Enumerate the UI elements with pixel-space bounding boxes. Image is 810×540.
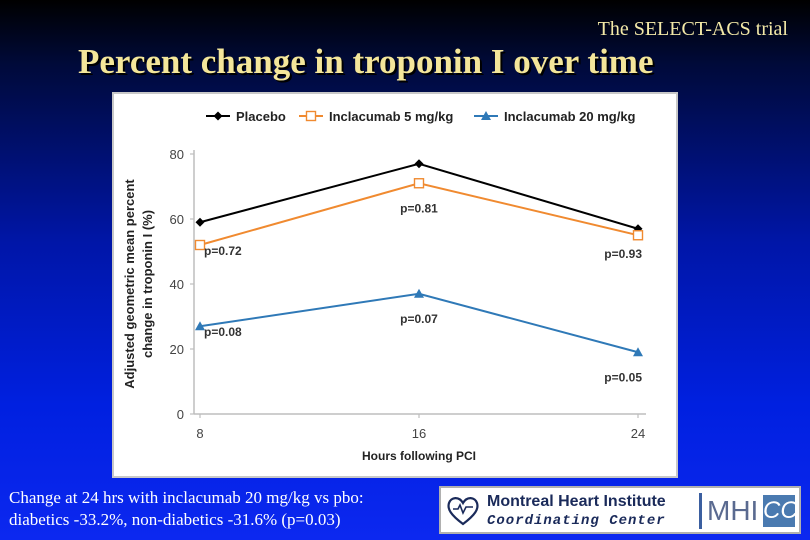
- logo-title: Montreal Heart Institute: [487, 493, 666, 510]
- p-value-label: p=0.72: [204, 244, 242, 258]
- series-1-point: [194, 239, 206, 251]
- legend-entry: Placebo: [236, 109, 286, 124]
- logo-cc-text: CC: [763, 495, 798, 527]
- trial-label: The SELECT-ACS trial: [597, 18, 788, 40]
- series-2-point: [414, 288, 424, 298]
- x-tick-label: 8: [196, 426, 203, 441]
- x-tick-label: 24: [631, 426, 645, 441]
- series-1-point: [413, 178, 425, 189]
- x-axis-label: Hours following PCI: [362, 449, 476, 463]
- line-chart: 0 20 40 60 80 8 16 24 Hours following PCI Adjuste…: [122, 109, 646, 463]
- x-tick-label: 16: [412, 426, 426, 441]
- institute-logo: Montreal Heart Institute Coordinating Ce…: [439, 486, 801, 534]
- legend-entry: Inclacumab 5 mg/kg: [329, 109, 453, 124]
- heart-outline-icon: [447, 497, 479, 526]
- legend-swatch-marker: [213, 111, 223, 121]
- legend-swatch-marker: [305, 110, 317, 122]
- footnote-line-2: diabetics -33.2%, non-diabetics -31.6% (…: [9, 510, 341, 529]
- logo-subtitle: Coordinating Center: [487, 513, 666, 529]
- y-tick-label: 20: [170, 342, 184, 357]
- logo-mhi-text: MHI: [707, 495, 759, 526]
- chart-panel: 0 20 40 60 80 8 16 24 Hours following PCI Adjuste…: [112, 92, 678, 478]
- series-2-point: [633, 347, 643, 357]
- y-tick-label: 40: [170, 277, 184, 292]
- legend-swatch-marker: [481, 111, 491, 120]
- p-value-label: p=0.81: [400, 202, 438, 216]
- series-2-point: [195, 321, 205, 331]
- page-title: Percent change in troponin I over time: [78, 42, 654, 81]
- y-axis-label-line-1: Adjusted geometric mean percent: [122, 179, 137, 389]
- series-0-point: [414, 159, 424, 169]
- y-tick-label: 0: [177, 407, 184, 422]
- mhicc-logo: MHI CC: [699, 493, 798, 529]
- logo-divider: [699, 493, 702, 529]
- series-1-point: [632, 230, 644, 241]
- p-value-label: p=0.08: [204, 325, 242, 339]
- y-tick-label: 80: [170, 147, 184, 162]
- legend-entry: Inclacumab 20 mg/kg: [504, 109, 636, 124]
- p-value-label: p=0.93: [604, 247, 642, 261]
- p-value-label: p=0.05: [604, 371, 642, 385]
- series-0-point: [195, 217, 205, 227]
- p-value-label: p=0.07: [400, 312, 438, 326]
- footnote-line-1: Change at 24 hrs with inclacumab 20 mg/k…: [9, 488, 364, 507]
- y-tick-label: 60: [170, 212, 184, 227]
- footnote: Change at 24 hrs with inclacumab 20 mg/k…: [9, 487, 364, 531]
- y-axis-label-line-2: change in troponin I (%): [140, 210, 155, 358]
